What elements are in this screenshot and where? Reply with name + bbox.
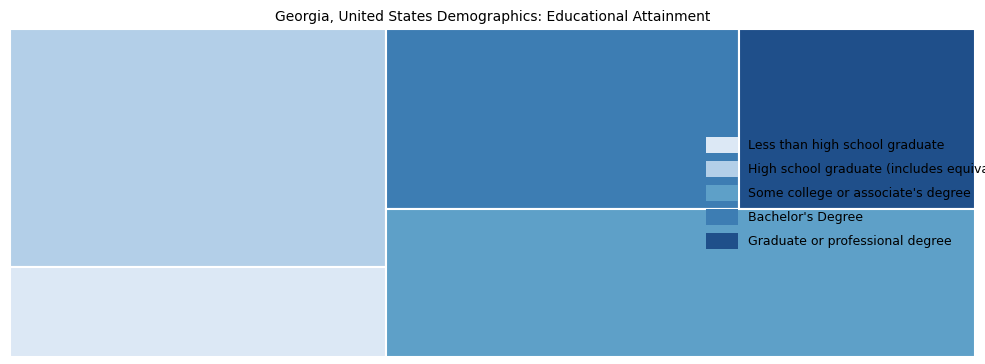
FancyBboxPatch shape xyxy=(386,29,739,209)
FancyBboxPatch shape xyxy=(10,266,386,357)
FancyBboxPatch shape xyxy=(10,29,386,266)
FancyBboxPatch shape xyxy=(739,29,975,209)
Legend: Less than high school graduate, High school graduate (includes equivalency), Som: Less than high school graduate, High sch… xyxy=(701,132,985,254)
FancyBboxPatch shape xyxy=(386,209,975,357)
Title: Georgia, United States Demographics: Educational Attainment: Georgia, United States Demographics: Edu… xyxy=(275,10,710,24)
